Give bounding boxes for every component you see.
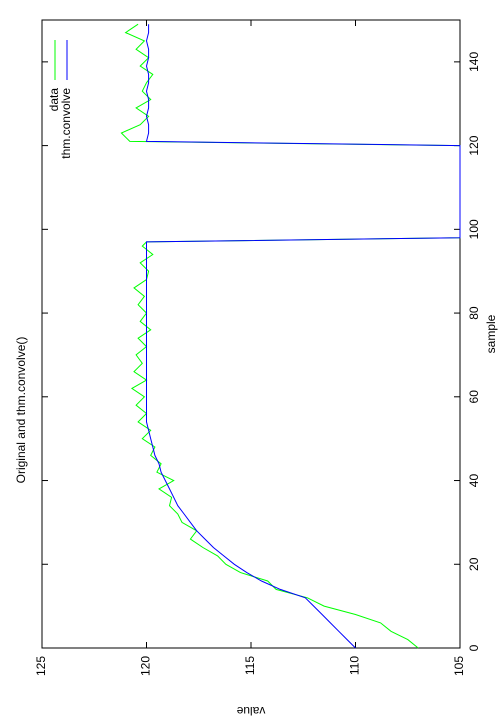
legend-label: data [47,88,61,112]
x-tick-label: 20 [467,557,481,571]
series-line [120,23,461,649]
x-tick-label: 120 [467,135,481,155]
y-tick-label: 120 [139,656,153,676]
series-line [145,24,461,649]
chart-body: Original and thm.convolve() sample value… [14,19,498,718]
y-tick-label: 110 [348,656,362,675]
legend-label: thm.convolve [59,88,73,159]
x-tick-label: 60 [467,390,481,404]
y-axis-label: value [236,704,265,718]
chart-title: Original and thm.convolve() [14,337,28,484]
y-tick-label: 125 [34,656,48,676]
x-tick-label: 0 [467,644,481,651]
x-tick-label: 80 [467,306,481,320]
plot-frame [41,19,461,649]
y-tick-label: 115 [243,656,257,675]
x-tick-label: 140 [467,52,481,72]
x-tick-label: 40 [467,474,481,488]
x-tick-label: 100 [467,219,481,239]
x-axis-label: sample [484,314,498,353]
y-tick-label: 105 [452,656,466,676]
